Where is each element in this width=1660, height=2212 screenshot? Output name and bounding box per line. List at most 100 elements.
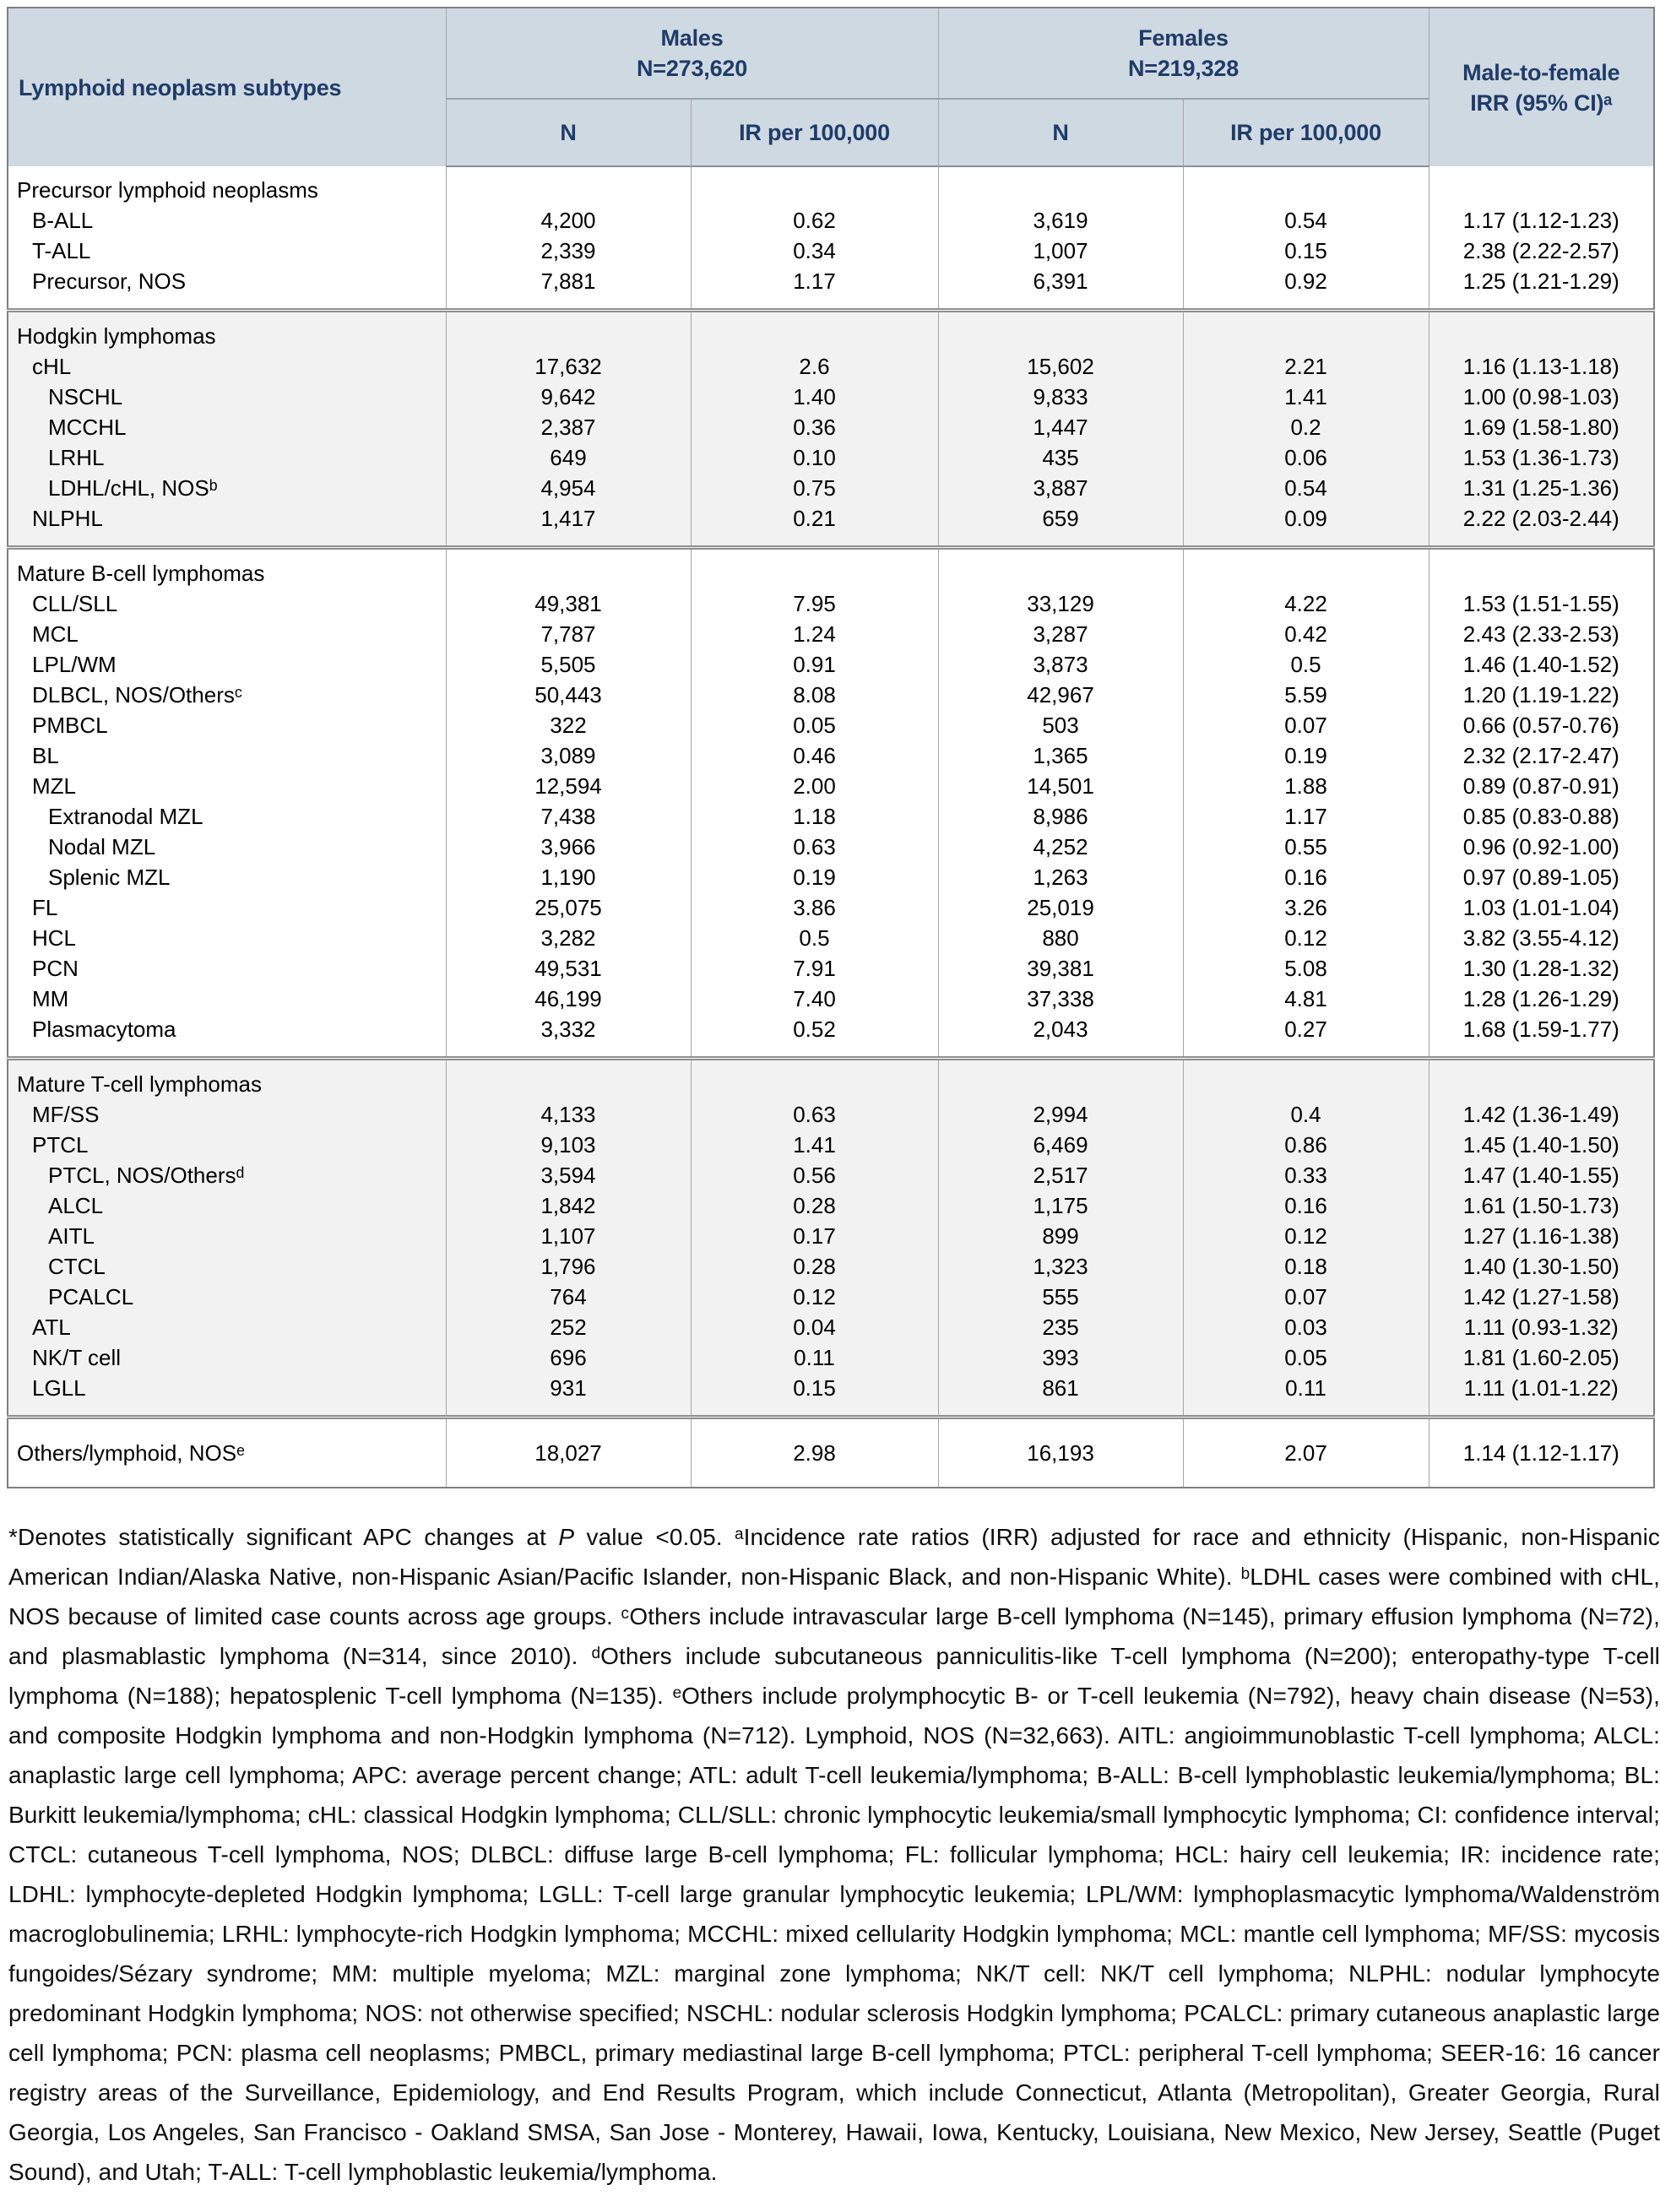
table-row: Others/lymphoid, NOSᵉ 18,027 2.98 16,193 2.0…: [7, 1417, 1655, 1488]
value-cell: 1,007: [937, 236, 1184, 266]
section-title-row: Precursor lymphoid neoplasms: [7, 166, 1655, 205]
empty-cell: [690, 1058, 939, 1099]
value-cell: 2,043: [937, 1014, 1184, 1059]
value-cell: 4,133: [445, 1099, 692, 1130]
value-cell: 3.86: [690, 892, 939, 923]
table-row: MZL 12,594 2.00 14,501 1.88 0.89 (0.87-0.91): [7, 771, 1655, 801]
subtype-cell: Others/lymphoid, NOSᵉ: [7, 1417, 447, 1488]
value-cell: 1.45 (1.40-1.50): [1428, 1130, 1655, 1160]
value-cell: 15,602: [937, 351, 1184, 382]
subtype-cell: FL: [7, 892, 447, 923]
empty-cell: [1182, 166, 1429, 205]
empty-cell: [445, 166, 692, 205]
value-cell: 1,323: [937, 1251, 1184, 1282]
value-cell: 4,252: [937, 832, 1184, 862]
value-cell: 0.66 (0.57-0.76): [1428, 710, 1655, 740]
table-row: Plasmacytoma 3,332 0.52 2,043 0.27 1.68 (1.59…: [7, 1014, 1655, 1059]
subtype-cell: DLBCL, NOS/Othersᶜ: [7, 680, 447, 710]
subtype-cell: Extranodal MZL: [7, 801, 447, 832]
table-row: Splenic MZL 1,190 0.19 1,263 0.16 0.97 (0.89-…: [7, 862, 1655, 892]
empty-cell: [937, 1058, 1184, 1099]
value-cell: 0.91: [690, 649, 939, 680]
females-group-count: N=219,328: [1127, 56, 1240, 81]
empty-cell: [937, 310, 1184, 351]
value-cell: 7.95: [690, 588, 939, 619]
value-cell: 0.5: [1182, 649, 1429, 680]
value-cell: 1.03 (1.01-1.04): [1428, 892, 1655, 923]
empty-cell: [445, 547, 692, 588]
value-cell: 5,505: [445, 649, 692, 680]
subtype-cell: MCL: [7, 619, 447, 649]
value-cell: 1.11 (1.01-1.22): [1428, 1373, 1655, 1418]
value-cell: 764: [445, 1282, 692, 1312]
col-header-females-n: N: [937, 99, 1184, 167]
value-cell: 0.09: [1182, 503, 1429, 548]
value-cell: 1.53 (1.36-1.73): [1428, 442, 1655, 473]
value-cell: 0.97 (0.89-1.05): [1428, 862, 1655, 892]
value-cell: 18,027: [445, 1417, 692, 1488]
section-title-row: Mature B-cell lymphomas: [7, 547, 1655, 588]
subtype-cell: NSCHL: [7, 382, 447, 412]
value-cell: 0.05: [690, 710, 939, 740]
col-header-males-ir: IR per 100,000: [690, 99, 939, 167]
subtype-cell: MCCHL: [7, 412, 447, 442]
value-cell: 1.18: [690, 801, 939, 832]
value-cell: 696: [445, 1342, 692, 1373]
value-cell: 1.40: [690, 382, 939, 412]
value-cell: 0.56: [690, 1160, 939, 1190]
value-cell: 3,089: [445, 740, 692, 771]
value-cell: 9,642: [445, 382, 692, 412]
value-cell: 0.18: [1182, 1251, 1429, 1282]
value-cell: 1.11 (0.93-1.32): [1428, 1312, 1655, 1342]
subtype-cell: MF/SS: [7, 1099, 447, 1130]
table-section: Mature B-cell lymphomas CLL/SLL 49,381 7.95…: [7, 547, 1655, 1059]
value-cell: 3.82 (3.55-4.12): [1428, 923, 1655, 953]
value-cell: 1.88: [1182, 771, 1429, 801]
empty-cell: [690, 547, 939, 588]
subtype-cell: CTCL: [7, 1251, 447, 1282]
value-cell: 0.55: [1182, 832, 1429, 862]
value-cell: 1.41: [690, 1130, 939, 1160]
value-cell: 0.10: [690, 442, 939, 473]
value-cell: 0.63: [690, 832, 939, 862]
empty-cell: [1182, 547, 1429, 588]
value-cell: 0.85 (0.83-0.88): [1428, 801, 1655, 832]
table-section: Mature T-cell lymphomas MF/SS 4,133 0.63 2,9…: [7, 1058, 1655, 1418]
value-cell: 4,200: [445, 205, 692, 236]
subtype-cell: T-ALL: [7, 236, 447, 266]
table-section: Precursor lymphoid neoplasms B-ALL 4,200 0.…: [7, 166, 1655, 311]
value-cell: 1.16 (1.13-1.18): [1428, 351, 1655, 382]
value-cell: 0.16: [1182, 1190, 1429, 1221]
table-row: DLBCL, NOS/Othersᶜ 50,443 8.08 42,967 5.59 1.…: [7, 680, 1655, 710]
table-row: AITL 1,107 0.17 899 0.12 1.27 (1.16-1.38): [7, 1221, 1655, 1251]
value-cell: 235: [937, 1312, 1184, 1342]
subtype-cell: PTCL: [7, 1130, 447, 1160]
value-cell: 0.89 (0.87-0.91): [1428, 771, 1655, 801]
value-cell: 0.46: [690, 740, 939, 771]
value-cell: 1.46 (1.40-1.52): [1428, 649, 1655, 680]
table-row: PMBCL 322 0.05 503 0.07 0.66 (0.57-0.76): [7, 710, 1655, 740]
value-cell: 3,619: [937, 205, 1184, 236]
subtype-cell: Plasmacytoma: [7, 1014, 447, 1059]
value-cell: 2.38 (2.22-2.57): [1428, 236, 1655, 266]
value-cell: 1,447: [937, 412, 1184, 442]
value-cell: 3,873: [937, 649, 1184, 680]
value-cell: 1.25 (1.21-1.29): [1428, 266, 1655, 311]
section-title-cell: Hodgkin lymphomas: [7, 310, 447, 351]
value-cell: 2.00: [690, 771, 939, 801]
value-cell: 25,019: [937, 892, 1184, 923]
value-cell: 0.54: [1182, 473, 1429, 503]
value-cell: 7,881: [445, 266, 692, 311]
table-row: PCALCL 764 0.12 555 0.07 1.42 (1.27-1.58): [7, 1282, 1655, 1312]
value-cell: 0.86: [1182, 1130, 1429, 1160]
value-cell: 8.08: [690, 680, 939, 710]
col-group-males: Males N=273,620: [445, 8, 939, 100]
table-header: Lymphoid neoplasm subtypes Males N=273,6…: [7, 8, 1655, 167]
value-cell: 14,501: [937, 771, 1184, 801]
value-cell: 1,796: [445, 1251, 692, 1282]
subtype-cell: B-ALL: [7, 205, 447, 236]
value-cell: 1.17 (1.12-1.23): [1428, 205, 1655, 236]
value-cell: 0.12: [690, 1282, 939, 1312]
subtype-cell: Precursor, NOS: [7, 266, 447, 311]
footnote: *Denotes statistically significant APC c…: [8, 1517, 1660, 2192]
